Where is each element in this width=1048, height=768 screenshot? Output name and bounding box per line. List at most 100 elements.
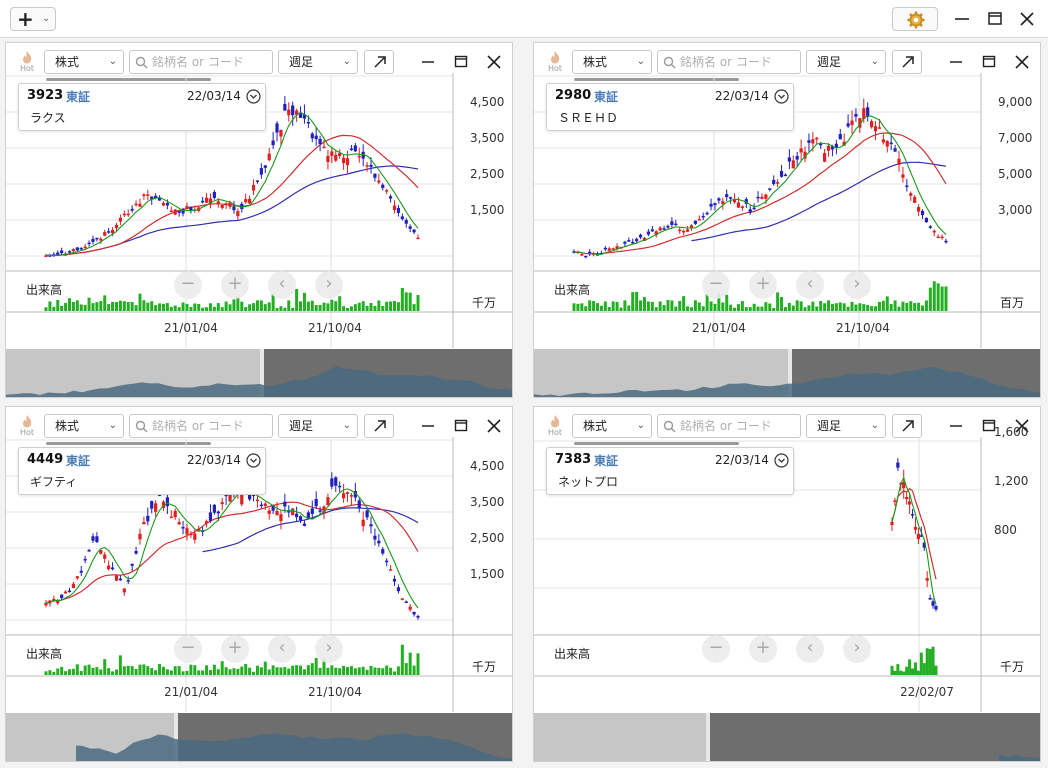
volume-bar (150, 301, 154, 311)
candle-body (275, 123, 279, 133)
volume-bar (52, 671, 56, 675)
panel-close-icon[interactable] (1014, 418, 1030, 434)
settings-button[interactable] (892, 7, 938, 31)
volume-bar (928, 287, 932, 311)
toolbar-scrollbar[interactable] (574, 78, 739, 81)
volume-bar (252, 303, 256, 311)
search-input[interactable]: 銘柄名 or コード (657, 50, 801, 74)
x-tick-label: 21/01/04 (164, 321, 218, 335)
period-select[interactable]: 週足 ⌄ (278, 50, 358, 74)
toolbar-scrollbar[interactable] (46, 442, 211, 445)
chevron-circle-down-icon[interactable] (246, 89, 261, 104)
panel-minimize-icon[interactable] (948, 54, 964, 70)
volume-bar (756, 306, 760, 311)
volume-bar (334, 667, 338, 675)
candle-body (240, 494, 244, 505)
stock-name: ＳＲＥＨＤ (558, 111, 619, 125)
scroll-right-button[interactable]: › (843, 635, 871, 663)
type-select[interactable]: 株式 ⌄ (572, 414, 652, 438)
candle-body (95, 237, 99, 240)
panel-close-icon[interactable] (486, 54, 502, 70)
period-select[interactable]: 週足 ⌄ (278, 414, 358, 438)
zoom-out-button[interactable]: − (702, 635, 730, 663)
hot-icon[interactable]: Hot (542, 50, 568, 78)
panel-minimize-icon[interactable] (420, 418, 436, 434)
toolbar-scrollbar[interactable] (574, 442, 739, 445)
stock-chart[interactable] (534, 407, 1041, 762)
volume-bar (56, 668, 60, 675)
candle-body (823, 153, 827, 162)
zoom-in-button[interactable]: + (221, 271, 249, 299)
volume-bar (701, 306, 705, 311)
add-panel-button[interactable]: + ⌄ (10, 7, 56, 31)
candle-body (342, 493, 346, 499)
popout-button[interactable] (892, 414, 922, 438)
close-icon[interactable] (1017, 9, 1037, 29)
panel-minimize-icon[interactable] (420, 54, 436, 70)
scroll-left-button[interactable]: ‹ (268, 635, 296, 663)
scroll-left-button[interactable]: ‹ (796, 635, 824, 663)
candle-body (103, 554, 107, 559)
panel-maximize-icon[interactable] (453, 54, 469, 70)
type-select[interactable]: 株式 ⌄ (44, 414, 124, 438)
popout-button[interactable] (892, 50, 922, 74)
volume-bar (717, 293, 721, 311)
candle-body (807, 140, 811, 143)
zoom-in-button[interactable]: + (749, 271, 777, 299)
volume-bar (377, 300, 381, 311)
scroll-right-button[interactable]: › (315, 271, 343, 299)
candle-body (732, 199, 737, 203)
zoom-out-button[interactable]: − (174, 635, 202, 663)
hot-icon[interactable]: Hot (14, 414, 40, 442)
chevron-circle-down-icon[interactable] (774, 453, 789, 468)
zoom-out-button[interactable]: − (702, 271, 730, 299)
scroll-right-button[interactable]: › (315, 635, 343, 663)
panel-close-icon[interactable] (1014, 54, 1030, 70)
hot-icon[interactable]: Hot (542, 414, 568, 442)
panel-minimize-icon[interactable] (948, 418, 964, 434)
period-select[interactable]: 週足 ⌄ (806, 414, 886, 438)
scroll-left-button[interactable]: ‹ (796, 271, 824, 299)
stock-chart[interactable] (6, 43, 513, 398)
zoom-in-button[interactable]: + (221, 635, 249, 663)
stock-chart[interactable] (534, 43, 1041, 398)
scroll-left-button[interactable]: ‹ (268, 271, 296, 299)
volume-bar (165, 669, 169, 675)
panel-maximize-icon[interactable] (453, 418, 469, 434)
panel-close-icon[interactable] (486, 418, 502, 434)
search-input[interactable]: 銘柄名 or コード (129, 414, 273, 438)
candle-body (791, 160, 795, 169)
zoom-in-button[interactable]: + (749, 635, 777, 663)
volume-bar (326, 303, 330, 311)
stock-chart[interactable] (6, 407, 513, 762)
search-input[interactable]: 銘柄名 or コード (129, 50, 273, 74)
maximize-icon[interactable] (985, 9, 1005, 29)
volume-bar (866, 304, 870, 311)
scroll-right-button[interactable]: › (843, 271, 871, 299)
panel-maximize-icon[interactable] (981, 418, 997, 434)
popout-button[interactable] (364, 50, 394, 74)
candle-body (240, 203, 244, 210)
candle-body (819, 143, 823, 146)
chevron-circle-down-icon[interactable] (774, 89, 789, 104)
panel-maximize-icon[interactable] (981, 54, 997, 70)
candle-body (752, 207, 756, 210)
chevron-circle-down-icon[interactable] (246, 453, 261, 468)
zoom-out-button[interactable]: − (174, 271, 202, 299)
toolbar-scrollbar[interactable] (46, 78, 211, 81)
minimize-icon[interactable] (952, 9, 972, 29)
type-select[interactable]: 株式 ⌄ (44, 50, 124, 74)
candle-body (216, 511, 220, 514)
candle-body (216, 201, 220, 205)
popout-button[interactable] (364, 414, 394, 438)
y-tick-label: 2,500 (470, 531, 505, 545)
period-select[interactable]: 週足 ⌄ (806, 50, 886, 74)
stock-name: ギフティ (30, 475, 78, 489)
search-input[interactable]: 銘柄名 or コード (657, 414, 801, 438)
candle-body (408, 226, 412, 229)
type-select[interactable]: 株式 ⌄ (572, 50, 652, 74)
hot-icon[interactable]: Hot (14, 50, 40, 78)
candle-body (361, 151, 365, 159)
volume-bar (302, 669, 306, 675)
volume-bar (275, 667, 279, 675)
